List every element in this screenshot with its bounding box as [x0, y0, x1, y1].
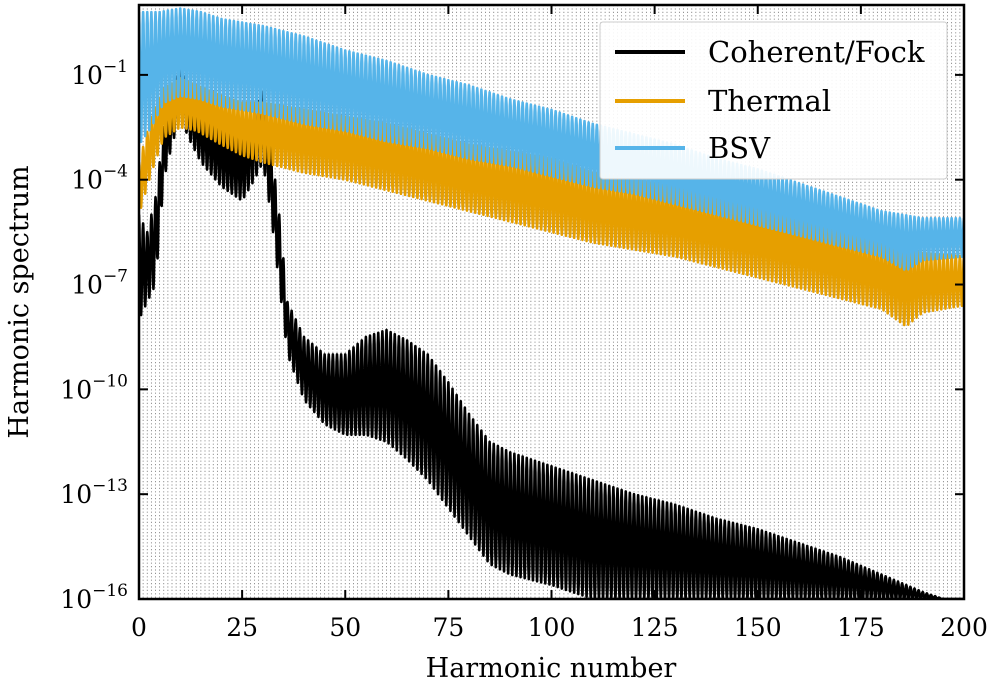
y-tick-label: 10−10 — [60, 371, 128, 404]
x-tick-label: 75 — [432, 613, 464, 642]
y-tick-label: 10−13 — [60, 476, 128, 509]
x-tick-label: 0 — [131, 613, 147, 642]
y-axis-label: Harmonic spectrum — [4, 165, 35, 438]
y-tick-label: 10−1 — [71, 57, 128, 90]
axis-ticks: 0 25 50 75 100 125 150 175 200 10−1 10−4 10−7 10−10 1… — [60, 5, 988, 642]
x-tick-label: 200 — [940, 613, 988, 642]
legend-label-bsv: BSV — [708, 131, 771, 165]
y-tick-label: 10−7 — [71, 267, 128, 300]
legend-label-coherent-fock: Coherent/Fock — [708, 35, 925, 69]
x-tick-label: 175 — [837, 613, 885, 642]
x-tick-label: 150 — [734, 613, 782, 642]
x-tick-label: 50 — [329, 613, 361, 642]
series-layer — [139, 7, 964, 599]
series-line-coherent-fock — [139, 59, 964, 599]
y-tick-label: 10−4 — [71, 162, 128, 195]
legend-label-thermal: Thermal — [708, 84, 831, 118]
x-tick-label: 125 — [631, 613, 679, 642]
y-tick-label: 10−16 — [60, 581, 128, 614]
x-axis-label: Harmonic number — [426, 653, 677, 684]
x-tick-label: 100 — [528, 613, 576, 642]
legend-box — [599, 21, 948, 180]
series-line-thermal — [139, 77, 964, 327]
x-tick-label: 25 — [226, 613, 258, 642]
legend: Coherent/Fock Thermal BSV — [599, 21, 948, 180]
series-line-bsv — [139, 7, 964, 271]
